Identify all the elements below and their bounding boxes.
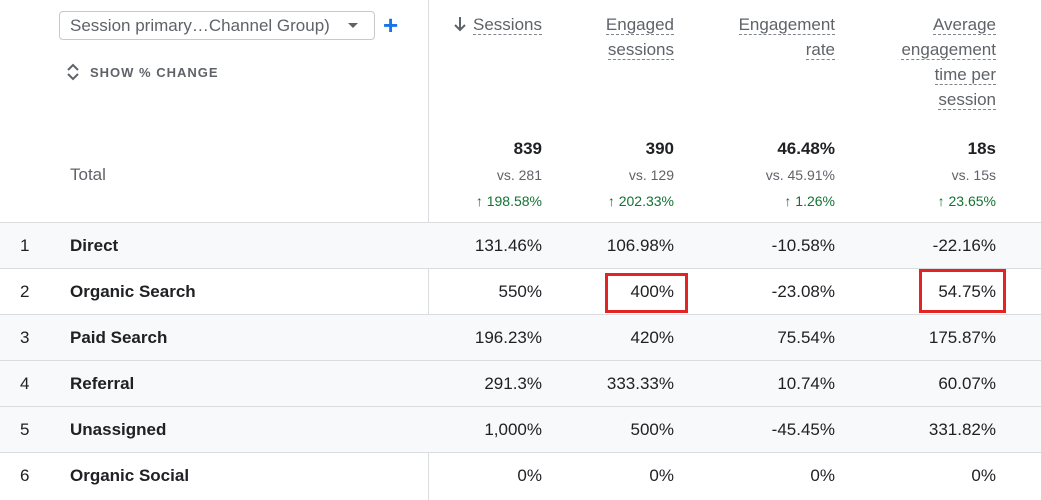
table-row[interactable]: 4 Referral 291.3% 333.33% 10.74% 60.07% xyxy=(0,360,1041,406)
column-header-label: Sessions xyxy=(473,15,542,35)
add-dimension-button[interactable]: + xyxy=(383,10,399,40)
column-header-engagement-rate[interactable]: Engagement rate xyxy=(738,12,835,62)
total-change-value: 198.58% xyxy=(486,193,542,209)
cell-avg-engagement-time: 175.87% xyxy=(928,328,996,347)
row-rank: 4 xyxy=(20,374,30,393)
row-rank: 1 xyxy=(20,236,30,255)
row-channel: Organic Search xyxy=(70,282,196,301)
column-header-label: Average xyxy=(932,15,996,35)
arrow-up-icon: ↑ xyxy=(937,193,949,209)
cell-engaged-sessions: 0% xyxy=(649,466,674,485)
row-rank: 6 xyxy=(20,466,30,485)
total-label: Total xyxy=(70,165,106,184)
table-row[interactable]: 1 Direct 131.46% 106.98% -10.58% -22.16% xyxy=(0,222,1041,268)
total-avg-engagement-time: 18s vs. 15s ↑ 23.65% xyxy=(938,136,996,214)
total-engaged-sessions: 390 vs. 129 ↑ 202.33% xyxy=(608,136,674,214)
row-channel: Referral xyxy=(70,374,135,393)
arrow-up-icon: ↑ xyxy=(475,193,487,209)
cell-engagement-rate: 75.54% xyxy=(777,328,835,347)
sort-descending-icon xyxy=(453,14,467,39)
cell-sessions: 291.3% xyxy=(484,374,542,393)
highlight-box xyxy=(605,273,688,313)
total-change: ↑ 23.65% xyxy=(938,188,996,214)
row-channel: Paid Search xyxy=(70,328,168,347)
cell-avg-engagement-time: 54.75% xyxy=(938,282,996,301)
cell-engaged-sessions: 500% xyxy=(630,420,674,439)
show-change-toggle[interactable]: SHOW % CHANGE xyxy=(66,62,219,82)
cell-sessions: 196.23% xyxy=(474,328,542,347)
cell-engagement-rate: 10.74% xyxy=(777,374,835,393)
column-header-label: engagement xyxy=(901,40,996,60)
table-row[interactable]: 5 Unassigned 1,000% 500% -45.45% 331.82% xyxy=(0,406,1041,452)
row-rank: 5 xyxy=(20,420,30,439)
column-header-label: Engagement xyxy=(738,15,835,35)
column-header-engaged-sessions[interactable]: Engaged sessions xyxy=(605,12,674,62)
cell-sessions: 1,000% xyxy=(484,420,542,439)
show-change-label: SHOW % CHANGE xyxy=(90,64,219,80)
table-header-dimension: Session primary…Channel Group) + SHOW % … xyxy=(0,0,428,222)
dimension-select[interactable]: Session primary…Channel Group) xyxy=(59,11,375,40)
total-change: ↑ 1.26% xyxy=(766,188,835,214)
cell-avg-engagement-time: 331.82% xyxy=(928,420,996,439)
cell-sessions: 550% xyxy=(498,282,542,301)
total-change-value: 23.65% xyxy=(948,193,996,209)
cell-avg-engagement-time: -22.16% xyxy=(932,236,996,255)
total-change-value: 202.33% xyxy=(618,193,674,209)
total-comparison: vs. 281 xyxy=(496,167,542,183)
cell-engaged-sessions: 400% xyxy=(630,282,674,301)
dropdown-caret-icon xyxy=(348,23,358,28)
column-header-label: sessions xyxy=(607,40,674,60)
cell-engaged-sessions: 420% xyxy=(630,328,674,347)
cell-avg-engagement-time: 60.07% xyxy=(938,374,996,393)
column-header-sessions[interactable]: Sessions xyxy=(453,12,542,37)
total-change-value: 1.26% xyxy=(795,193,835,209)
cell-sessions: 0% xyxy=(517,466,542,485)
row-channel: Organic Social xyxy=(70,466,190,485)
cell-engagement-rate: 0% xyxy=(810,466,835,485)
row-rank: 3 xyxy=(20,328,30,347)
column-header-label: time per xyxy=(934,65,996,85)
column-header-label: Engaged xyxy=(605,15,674,35)
total-comparison: vs. 129 xyxy=(628,167,674,183)
cell-engaged-sessions: 106.98% xyxy=(606,236,674,255)
cell-sessions: 131.46% xyxy=(474,236,542,255)
total-change: ↑ 198.58% xyxy=(476,188,542,214)
dimension-select-label: Session primary…Channel Group) xyxy=(70,15,330,35)
table-row[interactable]: 3 Paid Search 196.23% 420% 75.54% 175.87… xyxy=(0,314,1041,360)
arrow-up-icon: ↑ xyxy=(784,193,796,209)
row-channel: Unassigned xyxy=(70,420,167,439)
total-value: 390 xyxy=(645,139,674,158)
total-value: 46.48% xyxy=(777,139,835,158)
cell-avg-engagement-time: 0% xyxy=(971,466,996,485)
row-channel: Direct xyxy=(70,236,119,255)
table-row[interactable]: 6 Organic Social 0% 0% 0% 0% xyxy=(0,452,1041,500)
column-header-label: rate xyxy=(805,40,835,60)
expand-collapse-icon xyxy=(66,62,80,82)
cell-engagement-rate: -23.08% xyxy=(771,282,835,301)
arrow-up-icon: ↑ xyxy=(607,193,619,209)
table-row[interactable]: 2 Organic Search 550% 400% -23.08% 54.75… xyxy=(0,268,1041,314)
cell-engaged-sessions: 333.33% xyxy=(606,374,674,393)
cell-engagement-rate: -45.45% xyxy=(771,420,835,439)
total-sessions: 839 vs. 281 ↑ 198.58% xyxy=(476,136,542,214)
column-header-label: session xyxy=(938,90,996,110)
total-comparison: vs. 45.91% xyxy=(765,167,835,183)
highlight-box xyxy=(919,269,1006,313)
column-header-avg-engagement-time[interactable]: Average engagement time per session xyxy=(901,12,996,112)
total-comparison: vs. 15s xyxy=(951,167,996,183)
cell-engagement-rate: -10.58% xyxy=(771,236,835,255)
total-value: 839 xyxy=(513,139,542,158)
total-change: ↑ 202.33% xyxy=(608,188,674,214)
row-rank: 2 xyxy=(20,282,30,301)
total-engagement-rate: 46.48% vs. 45.91% ↑ 1.26% xyxy=(766,136,835,214)
total-value: 18s xyxy=(967,139,996,158)
